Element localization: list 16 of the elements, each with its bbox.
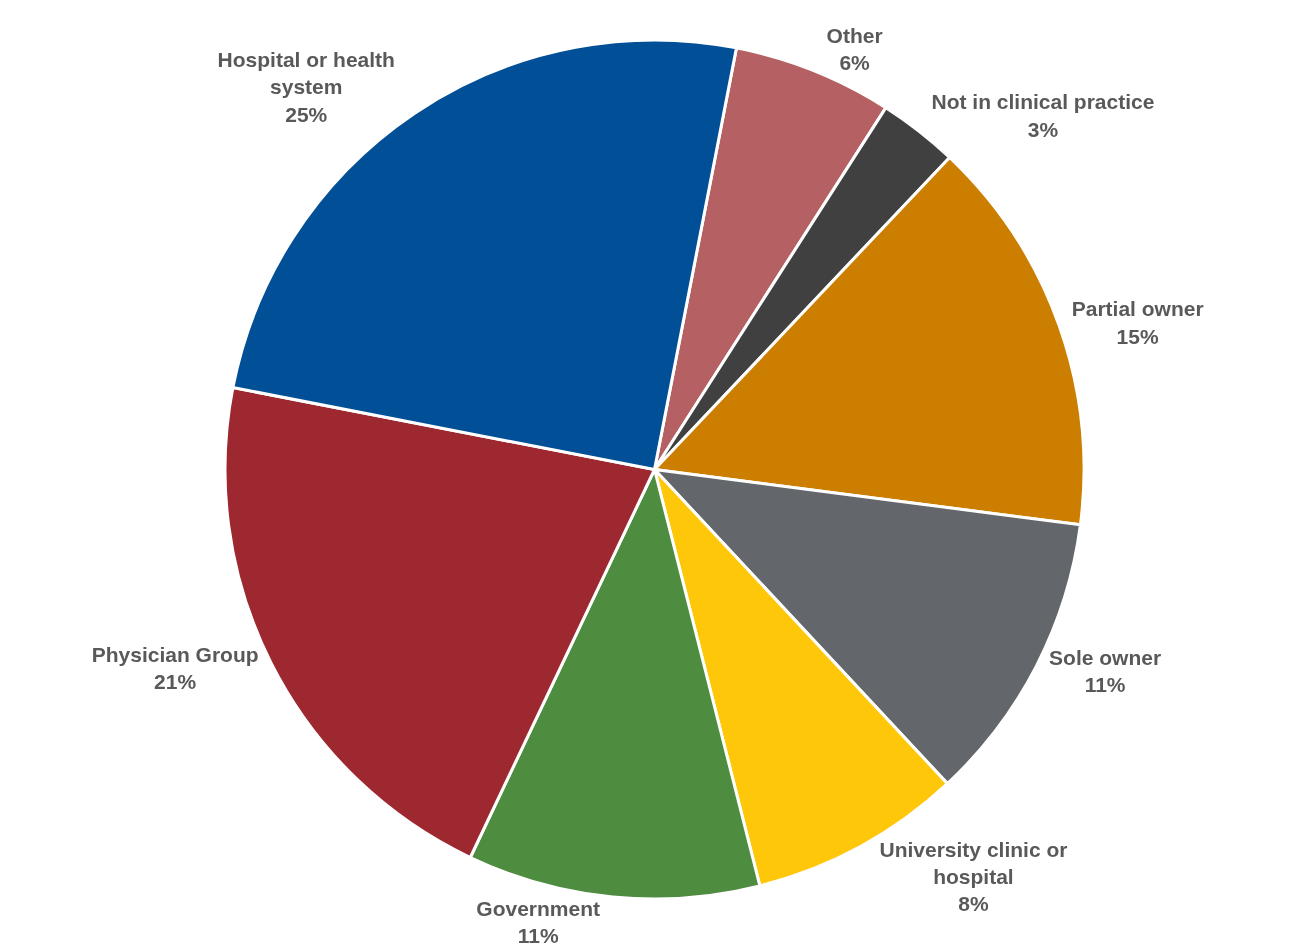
slice-label: University clinic or hospital — [879, 837, 1068, 888]
slice-label: Other — [826, 23, 883, 47]
data-label: 15% — [1116, 324, 1159, 348]
slice-label: Sole owner — [1049, 645, 1162, 669]
slice-label: Partial owner — [1071, 297, 1204, 321]
slice-label: Physician Group — [91, 643, 259, 667]
data-label: 8% — [958, 892, 989, 916]
data-label: 3% — [1027, 117, 1059, 141]
data-label: 11% — [1084, 673, 1126, 697]
slice-label: Not in clinical practice — [931, 90, 1155, 114]
data-label: 11% — [517, 924, 559, 948]
data-label: 6% — [839, 51, 871, 75]
slice-label: Hospital or health system — [217, 47, 395, 99]
data-label: 25% — [285, 102, 328, 126]
data-label: 21% — [154, 670, 197, 694]
slice-label: Government — [476, 896, 601, 920]
